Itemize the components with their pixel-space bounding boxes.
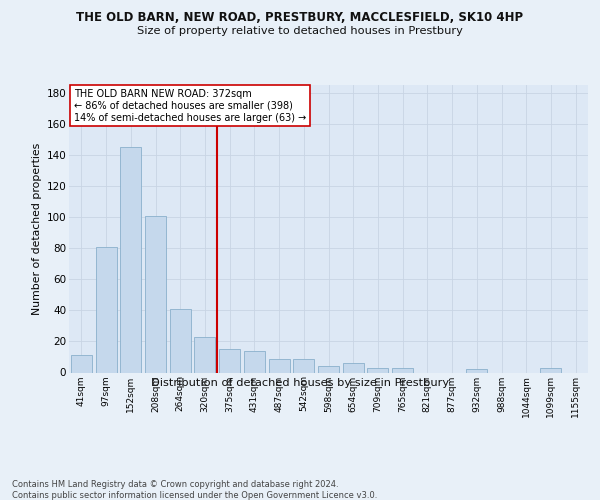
Bar: [367, 368, 388, 372]
Y-axis label: Number of detached properties: Number of detached properties: [32, 142, 43, 315]
Bar: [219, 349, 240, 372]
Text: Contains HM Land Registry data © Crown copyright and database right 2024.
Contai: Contains HM Land Registry data © Crown c…: [12, 480, 377, 500]
Bar: [541, 368, 562, 372]
Bar: [145, 216, 166, 372]
Bar: [343, 363, 364, 372]
Bar: [71, 356, 92, 372]
Bar: [466, 370, 487, 372]
Bar: [120, 147, 141, 372]
Bar: [95, 246, 116, 372]
Text: Distribution of detached houses by size in Prestbury: Distribution of detached houses by size …: [151, 378, 449, 388]
Text: THE OLD BARN NEW ROAD: 372sqm
← 86% of detached houses are smaller (398)
14% of : THE OLD BARN NEW ROAD: 372sqm ← 86% of d…: [74, 90, 307, 122]
Bar: [244, 350, 265, 372]
Bar: [170, 309, 191, 372]
Text: Size of property relative to detached houses in Prestbury: Size of property relative to detached ho…: [137, 26, 463, 36]
Bar: [318, 366, 339, 372]
Bar: [194, 337, 215, 372]
Bar: [269, 358, 290, 372]
Bar: [392, 368, 413, 372]
Bar: [293, 358, 314, 372]
Text: THE OLD BARN, NEW ROAD, PRESTBURY, MACCLESFIELD, SK10 4HP: THE OLD BARN, NEW ROAD, PRESTBURY, MACCL…: [76, 11, 524, 24]
